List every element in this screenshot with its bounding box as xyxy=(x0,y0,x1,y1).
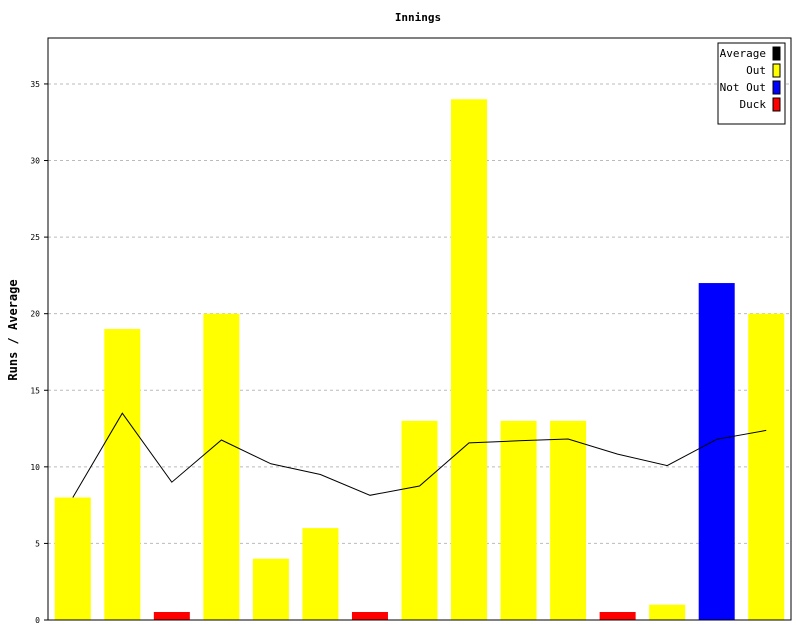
y-tick-label: 20 xyxy=(30,310,40,319)
bar-innings-5-out xyxy=(252,558,289,620)
y-tick-label: 15 xyxy=(30,386,40,395)
legend-label-not-out: Not Out xyxy=(720,81,766,94)
y-tick-label: 30 xyxy=(30,157,40,166)
y-axis-label: Runs / Average xyxy=(6,279,20,380)
bar-innings-13-out xyxy=(649,604,686,620)
bar-innings-2-out xyxy=(104,329,141,620)
chart-title: Innings xyxy=(395,11,441,24)
legend-swatch-average xyxy=(772,46,781,61)
bar-innings-14-not-out xyxy=(698,283,735,620)
legend-swatch-not-out xyxy=(772,80,781,95)
average-line-group xyxy=(72,412,767,498)
y-tick-label: 25 xyxy=(30,233,40,242)
bar-innings-11-out xyxy=(550,420,587,620)
bar-innings-8-out xyxy=(401,420,438,620)
bar-innings-7-duck xyxy=(351,612,388,620)
bar-innings-1-out xyxy=(54,497,91,620)
bar-innings-12-duck xyxy=(599,612,636,620)
legend: Average Out Not Out Duck xyxy=(717,42,786,125)
y-tick-label: 10 xyxy=(30,463,40,472)
average-line xyxy=(72,412,767,498)
bar-innings-10-out xyxy=(500,420,537,620)
legend-swatch-out xyxy=(772,63,781,78)
bars xyxy=(54,99,785,620)
legend-swatch-duck xyxy=(772,97,781,112)
y-tick-label: 35 xyxy=(30,80,40,89)
y-tick-labels: 0 5 10 15 20 25 30 35 xyxy=(30,80,48,625)
plot-frame xyxy=(47,37,792,621)
y-tick-label: 0 xyxy=(35,616,40,625)
legend-label-average: Average xyxy=(720,47,766,60)
bar-innings-15-out xyxy=(748,313,785,620)
y-tick-label: 5 xyxy=(35,539,40,548)
bar-innings-9-out xyxy=(451,99,488,620)
bar-innings-6-out xyxy=(302,528,339,620)
legend-label-duck: Duck xyxy=(740,98,767,111)
grid-lines xyxy=(48,83,791,544)
bar-innings-3-duck xyxy=(153,612,190,620)
legend-label-out: Out xyxy=(746,64,766,77)
bar-innings-4-out xyxy=(203,313,240,620)
